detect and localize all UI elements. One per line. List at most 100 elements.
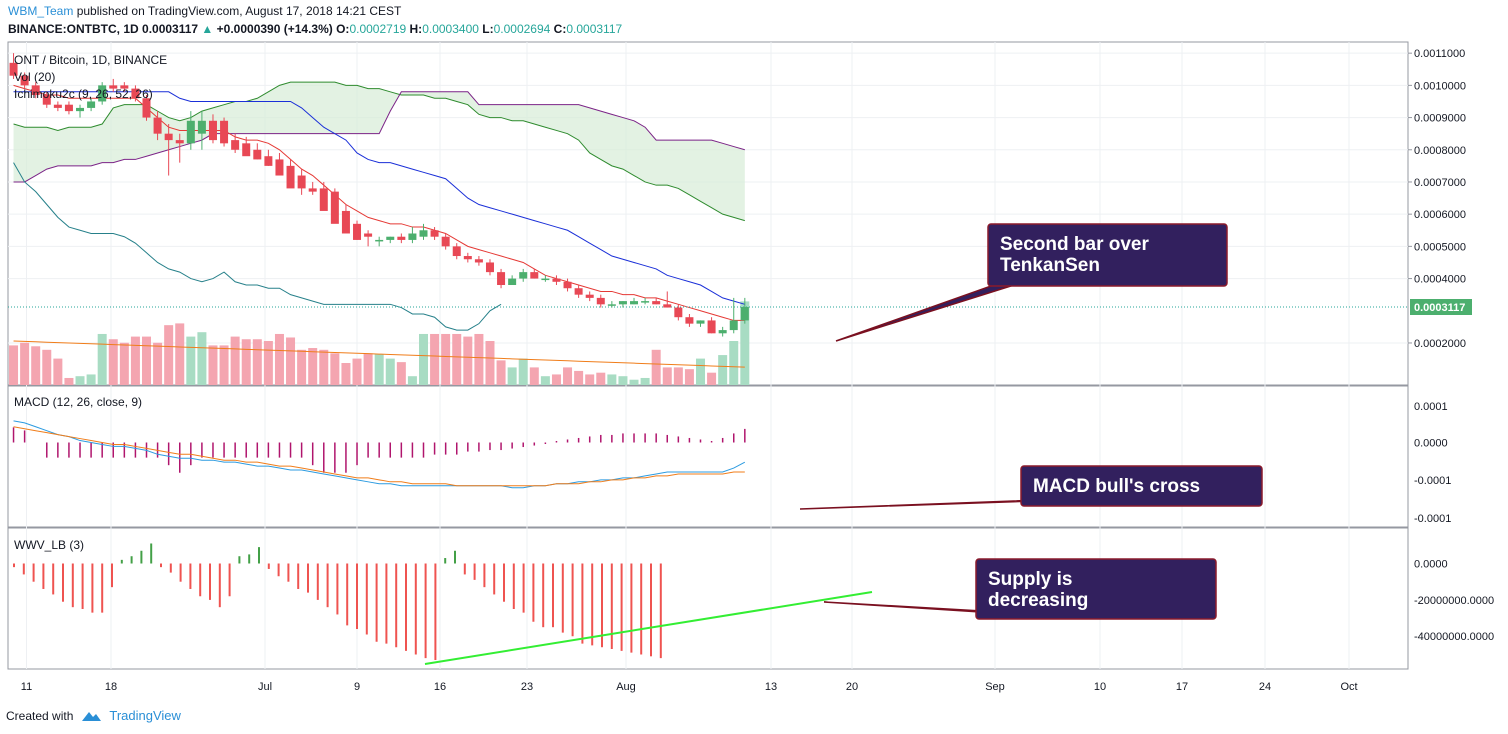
- candle-body: [76, 107, 85, 112]
- volume-bar: [164, 325, 174, 385]
- volume-bar: [707, 372, 717, 385]
- symbol-name: BINANCE:ONTBTC, 1D: [8, 22, 139, 36]
- candle-body: [574, 288, 583, 295]
- x-tick-label: Sep: [985, 681, 1005, 693]
- volume-bar: [396, 362, 406, 385]
- chart-canvas[interactable]: 0.0003117 0.0011000 0.0010000 0.0009000 0.00…: [0, 40, 1508, 700]
- macd-y-tick-label: -0.0001: [1414, 513, 1451, 525]
- candle-body: [519, 272, 528, 279]
- wwv-pane-title: WWV_LB (3): [14, 538, 84, 552]
- volume-bar: [673, 367, 683, 385]
- x-tick-label: 10: [1094, 681, 1106, 693]
- indicator-lines: [8, 81, 1408, 368]
- candle-body: [42, 95, 51, 105]
- volume-bar: [618, 376, 628, 385]
- author-link[interactable]: WBM_Team: [8, 4, 74, 18]
- candle-body: [740, 307, 749, 321]
- volume-bar: [640, 377, 650, 385]
- candle-body: [463, 256, 472, 260]
- candle-body: [707, 320, 716, 334]
- macd-y-tick-label: 0.0001: [1414, 401, 1448, 413]
- volume-bar: [430, 333, 440, 385]
- macd-y-tick-label: 0.0000: [1414, 438, 1448, 450]
- volume-bar: [153, 342, 163, 385]
- candle-body: [330, 191, 339, 224]
- senkou-span-b-line: [13, 91, 745, 183]
- tenkan-callout-text: TenkanSen: [1000, 255, 1100, 276]
- candle-body: [98, 85, 107, 102]
- volume-bar: [286, 337, 296, 385]
- y-tick-label: 0.0010000: [1414, 80, 1466, 92]
- pane-frame: [7, 385, 1409, 528]
- volume-bar: [130, 336, 140, 385]
- volume-bars: [9, 301, 750, 385]
- x-tick-label: 23: [521, 681, 533, 693]
- volume-bar: [718, 355, 728, 385]
- candle-body: [9, 62, 18, 76]
- candle-body: [386, 236, 395, 240]
- candle-body: [419, 230, 428, 237]
- volume-bar: [574, 370, 584, 385]
- volume-bar: [496, 360, 506, 385]
- volume-bar: [529, 367, 539, 385]
- volume-bar: [42, 349, 52, 385]
- candle-body: [718, 330, 727, 334]
- candle-body: [552, 278, 561, 282]
- published-text: published on TradingView.com, August 17,…: [76, 4, 402, 18]
- candle-body: [109, 85, 118, 89]
- candle-body: [508, 278, 517, 286]
- candle-body: [341, 210, 350, 234]
- volume-bar: [374, 354, 384, 385]
- close-label: C:: [553, 22, 567, 36]
- x-tick-label: 13: [765, 681, 777, 693]
- candle-body: [242, 143, 251, 157]
- ichimoku-cloud: [13, 82, 745, 221]
- created-with-label: Created with: [6, 708, 74, 723]
- volume-bar: [53, 358, 63, 385]
- candle-body: [186, 120, 195, 144]
- volume-bar: [363, 353, 373, 385]
- candle-body: [64, 104, 73, 112]
- last-price-label: 0.0003117: [1414, 302, 1465, 314]
- cloud-fill: [13, 82, 745, 221]
- volume-bar: [407, 376, 417, 385]
- volume-bar: [241, 339, 251, 385]
- volume-bar: [485, 341, 495, 385]
- candle-body: [641, 301, 650, 303]
- supply-callout-text: decreasing: [988, 590, 1088, 611]
- candle-body: [585, 294, 594, 298]
- tradingview-brand-link[interactable]: TradingView: [109, 708, 181, 723]
- x-tick-label: Aug: [616, 681, 636, 693]
- tenkan-callout-box: [987, 223, 1228, 287]
- publish-info: WBM_Team published on TradingView.com, A…: [8, 4, 401, 18]
- volume-bar: [230, 336, 240, 385]
- candle-body: [353, 223, 362, 240]
- x-tick-label: Oct: [1340, 681, 1357, 693]
- x-tick-label: 9: [354, 681, 360, 693]
- volume-bar: [696, 358, 705, 385]
- candle-body: [541, 278, 550, 281]
- candle-body: [286, 165, 295, 189]
- low-value: 0.0002694: [493, 22, 551, 36]
- open-value: 0.0002719: [349, 22, 407, 36]
- volume-bar: [551, 374, 561, 385]
- supply-trendline: [424, 591, 873, 665]
- ichimoku-indicator-label: Ichimoku2c (9, 26, 52, 26): [14, 87, 153, 101]
- volume-bar: [540, 376, 550, 385]
- volume-bar: [319, 349, 329, 385]
- volume-bar: [9, 345, 19, 385]
- volume-bar: [119, 342, 129, 385]
- candle-body: [264, 156, 273, 166]
- volume-bar: [563, 367, 573, 385]
- tenkan-callout-pointer: [835, 279, 1031, 342]
- y-tick-label: 0.0011000: [1414, 48, 1465, 60]
- x-tick-label: 17: [1176, 681, 1188, 693]
- volume-bar: [175, 323, 185, 385]
- axes: 0.0003117 0.0011000 0.0010000 0.0009000 0.00…: [21, 48, 1494, 693]
- candle-body: [53, 104, 62, 108]
- x-tick-label: 11: [21, 681, 32, 693]
- y-tick-label: 0.0009000: [1414, 113, 1466, 125]
- x-tick-label: Jul: [258, 681, 272, 693]
- volume-bar: [585, 374, 595, 385]
- macd-pane-title: MACD (12, 26, close, 9): [14, 395, 142, 409]
